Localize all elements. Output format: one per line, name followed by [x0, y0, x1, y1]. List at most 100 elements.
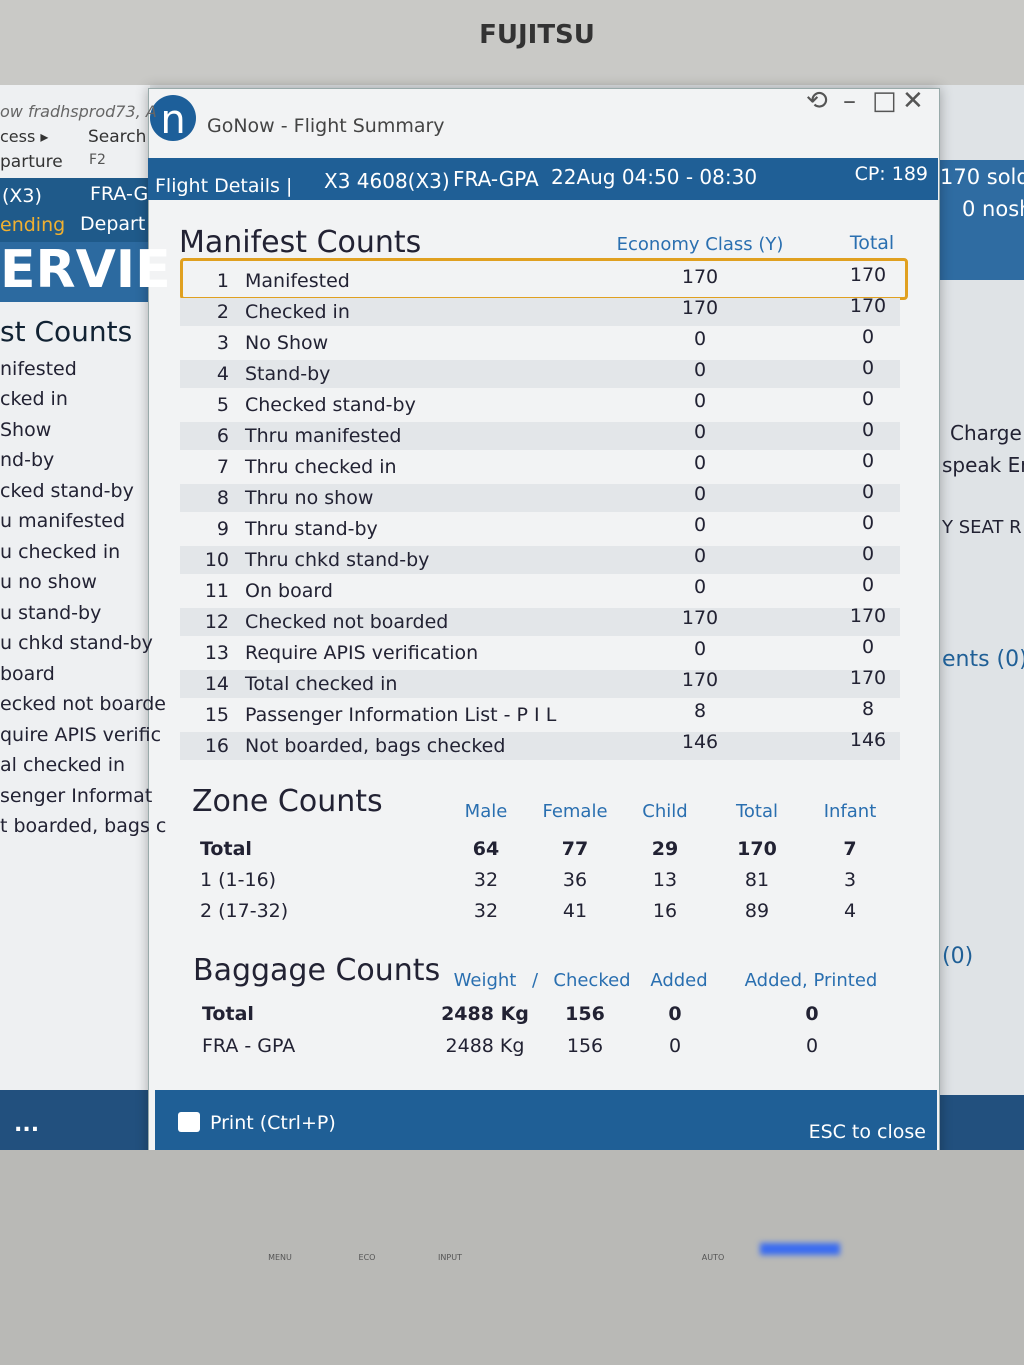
- total-count: 170: [849, 666, 887, 689]
- column-header: Child: [642, 801, 688, 822]
- economy-count: 0: [693, 513, 707, 536]
- right-header: [937, 160, 1024, 280]
- row-label: Stand-by: [245, 362, 331, 385]
- row-stripe: [180, 546, 900, 574]
- list-item: ecked not boarde: [0, 693, 166, 715]
- total-count: 146: [849, 728, 887, 751]
- left-header: [0, 178, 150, 242]
- row-label: On board: [245, 579, 333, 602]
- economy-count: 170: [681, 606, 719, 629]
- window-control[interactable]: ✕: [902, 86, 924, 116]
- charge-label: Charge: [950, 421, 1022, 445]
- baggage-value: 0: [805, 1002, 819, 1025]
- row-label: Thru stand-by: [245, 517, 378, 540]
- total-count: 8: [861, 697, 875, 720]
- row-stripe: [180, 670, 900, 698]
- row-number: 3: [216, 331, 229, 354]
- zone-count: 29: [651, 837, 679, 860]
- list-item: u no show: [0, 571, 97, 593]
- total-count: 0: [861, 573, 875, 596]
- section-title: Zone Counts: [192, 784, 383, 819]
- row-number: 14: [204, 672, 229, 695]
- row-label: Checked in: [245, 300, 350, 323]
- column-header: Economy Class (Y): [616, 234, 784, 255]
- column-header: /: [531, 970, 539, 991]
- zone-count: 3: [843, 868, 857, 891]
- monitor-button[interactable]: MENU: [268, 1253, 292, 1262]
- row-number: 8: [216, 486, 229, 509]
- total-count: 0: [861, 449, 875, 472]
- list-item: t boarded, bags c: [0, 815, 167, 837]
- total-count: 0: [861, 480, 875, 503]
- header-label: Flight Details |: [155, 174, 293, 197]
- total-count: 170: [849, 604, 887, 627]
- monitor-button[interactable]: INPUT: [438, 1253, 462, 1262]
- flight-label: (X3): [2, 184, 42, 207]
- print-button[interactable]: Print (Ctrl+P): [210, 1111, 336, 1134]
- window-title: GoNow - Flight Summary: [207, 114, 445, 137]
- row-number: 4: [216, 362, 229, 385]
- window-control[interactable]: □: [872, 86, 897, 116]
- economy-count: 0: [693, 358, 707, 381]
- economy-count: 0: [693, 327, 707, 350]
- column-header: Added: [650, 970, 708, 991]
- print-icon[interactable]: [178, 1112, 200, 1132]
- total-count: 170: [849, 263, 887, 286]
- row-number: 9: [216, 517, 229, 540]
- comments-link[interactable]: ents (0): [942, 647, 1024, 672]
- zone-label: 1 (1-16): [200, 868, 277, 891]
- economy-count: 0: [693, 544, 707, 567]
- zone-count: 81: [744, 868, 770, 891]
- baggage-value: 0: [805, 1034, 819, 1057]
- total-count: 0: [861, 635, 875, 658]
- row-label: Thru manifested: [245, 424, 402, 447]
- row-label: Checked stand-by: [245, 393, 416, 416]
- total-count: 0: [861, 418, 875, 441]
- row-label: Thru checked in: [245, 455, 397, 478]
- economy-count: 0: [693, 482, 707, 505]
- count-label: (0): [942, 944, 974, 969]
- monitor-button[interactable]: ECO: [358, 1253, 376, 1262]
- zone-count: 36: [562, 868, 588, 891]
- list-item: cked in: [0, 388, 68, 410]
- column-header: Checked: [553, 970, 631, 991]
- flight-time: 22Aug 04:50 - 08:30: [551, 165, 758, 189]
- more-button[interactable]: ...: [14, 1112, 40, 1137]
- row-number: 6: [216, 424, 229, 447]
- baggage-value: 156: [566, 1034, 604, 1057]
- left-banner: [0, 242, 150, 302]
- speak-label: speak En: [942, 453, 1024, 477]
- zone-label: 2 (17-32): [200, 899, 289, 922]
- baggage-label: Total: [202, 1002, 254, 1025]
- row-stripe: [180, 422, 900, 450]
- list-item: senger Informat: [0, 784, 153, 807]
- window-control[interactable]: –: [843, 86, 856, 116]
- zone-label: Total: [200, 837, 252, 860]
- row-number: 1: [216, 269, 229, 292]
- cp-count: CP: 189: [854, 162, 928, 185]
- row-number: 5: [216, 393, 229, 416]
- column-header: Total: [735, 801, 779, 822]
- zone-count: 7: [843, 837, 857, 860]
- list-item: u chkd stand-by: [0, 632, 153, 654]
- dialog-header: [148, 158, 938, 200]
- section-title: Manifest Counts: [179, 225, 422, 260]
- economy-count: 0: [693, 637, 707, 660]
- row-label: Passenger Information List - P I L: [245, 703, 557, 726]
- window-control[interactable]: ⟲: [806, 86, 828, 116]
- bezel: [0, 1150, 1024, 1365]
- row-label: Not boarded, bags checked: [245, 734, 506, 757]
- row-label: Require APIS verification: [245, 641, 479, 664]
- row-stripe: [180, 484, 900, 512]
- zone-count: 89: [744, 899, 770, 922]
- zone-count: 41: [562, 899, 588, 922]
- close-hint[interactable]: ESC to close: [808, 1120, 926, 1143]
- row-label: Thru chkd stand-by: [245, 548, 430, 571]
- zone-count: 32: [473, 868, 499, 891]
- search-link[interactable]: Search: [88, 126, 147, 147]
- list-item: u stand-by: [0, 601, 102, 624]
- row-label: Manifested: [245, 269, 350, 292]
- monitor-button[interactable]: AUTO: [701, 1253, 725, 1262]
- left-footer: [0, 1090, 150, 1150]
